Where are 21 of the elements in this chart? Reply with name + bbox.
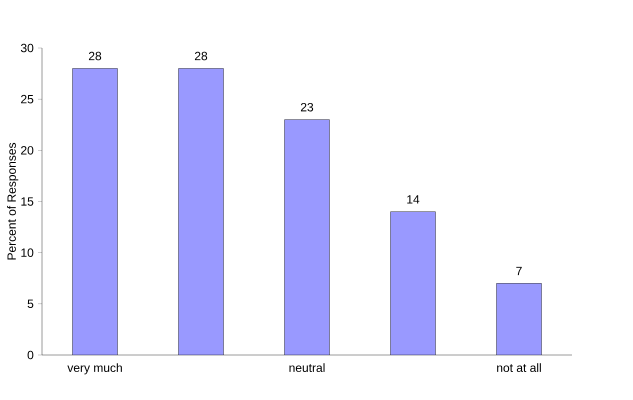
y-tick-label: 20: [21, 146, 34, 155]
bar: [72, 68, 118, 355]
x-tick-label: very much: [67, 363, 122, 374]
bar: [284, 120, 330, 355]
data-label: 28: [194, 52, 208, 60]
bar: [390, 212, 436, 355]
data-label: 14: [407, 195, 420, 204]
data-label: 7: [516, 266, 522, 276]
y-tick-label: 5: [28, 300, 34, 308]
y-tick-label: 10: [21, 248, 34, 257]
y-tick-label: 15: [21, 197, 34, 206]
bar: [178, 68, 224, 355]
y-tick-label: 30: [20, 44, 34, 52]
y-tick-label: 0: [28, 350, 34, 360]
x-tick-label: not at all: [497, 363, 541, 372]
bar: [496, 283, 542, 355]
y-axis-title: Percent of Responses: [7, 142, 18, 260]
y-tick-label: 25: [21, 94, 34, 104]
data-label: 28: [88, 52, 102, 60]
x-tick-label: neutral: [289, 363, 325, 372]
data-label: 23: [300, 102, 314, 112]
